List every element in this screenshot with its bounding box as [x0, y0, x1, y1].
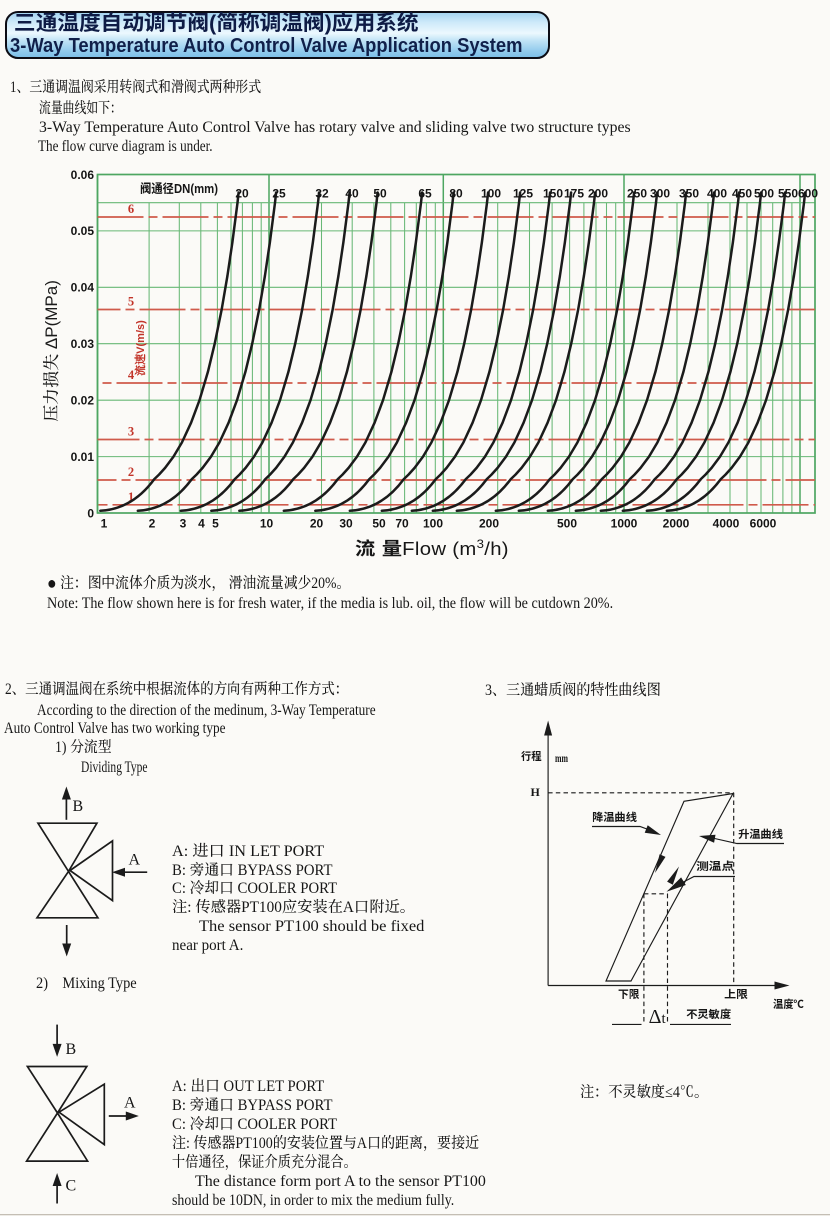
svg-text:4000: 4000 [713, 517, 740, 531]
svg-text:5: 5 [212, 517, 219, 531]
svg-text:C: C [66, 1178, 77, 1195]
svg-text:3: 3 [180, 517, 187, 531]
svg-text:1: 1 [101, 517, 108, 531]
svg-text:100: 100 [481, 187, 501, 201]
svg-text:0.02: 0.02 [71, 394, 95, 408]
svg-text:流速V(m/s): 流速V(m/s) [134, 320, 147, 376]
svg-text:0.05: 0.05 [71, 224, 95, 238]
svg-text:200: 200 [479, 517, 499, 531]
svg-text:500: 500 [754, 187, 774, 201]
svg-text:80: 80 [449, 187, 463, 201]
svg-text:0.01: 0.01 [71, 450, 95, 464]
svg-text:600: 600 [798, 187, 818, 201]
svg-text:3: 3 [128, 425, 134, 439]
svg-text:压力损失 ΔP(MPa): 压力损失 ΔP(MPa) [42, 280, 61, 422]
svg-text:50: 50 [373, 187, 387, 201]
svg-text:400: 400 [707, 187, 727, 201]
svg-text:450: 450 [732, 187, 752, 201]
svg-text:2: 2 [149, 517, 156, 531]
svg-text:100: 100 [423, 517, 443, 531]
svg-text:4: 4 [128, 368, 135, 382]
svg-text:B: B [66, 1041, 77, 1058]
svg-text:A: A [129, 852, 141, 869]
svg-text:70: 70 [395, 517, 409, 531]
svg-text:50: 50 [372, 517, 386, 531]
svg-text:2: 2 [128, 465, 134, 479]
svg-text:0: 0 [87, 506, 94, 520]
svg-text:B: B [73, 798, 84, 815]
svg-text:0.06: 0.06 [71, 168, 95, 182]
svg-text:65: 65 [418, 187, 432, 201]
svg-text:1: 1 [128, 490, 134, 504]
svg-text:300: 300 [650, 187, 670, 201]
svg-text:125: 125 [513, 187, 533, 201]
svg-text:20: 20 [235, 187, 249, 201]
svg-text:200: 200 [588, 187, 608, 201]
svg-text:40: 40 [345, 187, 359, 201]
svg-text:32: 32 [315, 187, 329, 201]
svg-text:20: 20 [310, 517, 324, 531]
svg-text:1000: 1000 [611, 517, 638, 531]
svg-text:500: 500 [557, 517, 577, 531]
svg-text:0.03: 0.03 [71, 337, 95, 351]
svg-text:6: 6 [128, 202, 134, 216]
svg-text:4: 4 [198, 517, 205, 531]
svg-text:250: 250 [627, 187, 647, 201]
svg-text:150: 150 [543, 187, 563, 201]
svg-text:350: 350 [679, 187, 699, 201]
svg-text:2000: 2000 [663, 517, 690, 531]
svg-text:25: 25 [272, 187, 286, 201]
svg-text:550: 550 [778, 187, 798, 201]
svg-text:0.04: 0.04 [71, 281, 95, 295]
svg-text:30: 30 [339, 517, 353, 531]
svg-text:A: A [124, 1095, 136, 1112]
svg-text:6000: 6000 [750, 517, 777, 531]
svg-text:5: 5 [128, 295, 134, 309]
svg-text:175: 175 [564, 187, 584, 201]
svg-text:10: 10 [260, 517, 274, 531]
